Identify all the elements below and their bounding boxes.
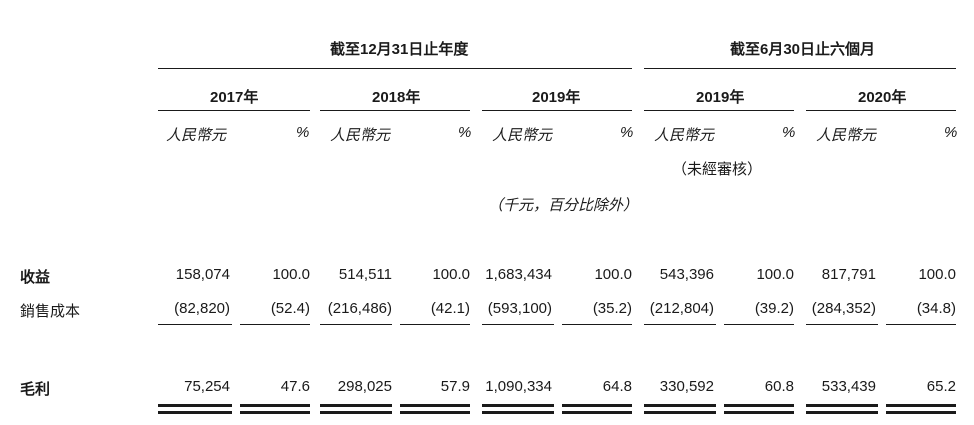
total-double-rule (240, 404, 310, 407)
table-cell: 100.0 (756, 266, 794, 283)
unit-rmb-2020-interim: 人民幣元 (816, 127, 877, 144)
subtotal-rule (644, 324, 716, 325)
unit-pct-2019: % (620, 124, 634, 141)
subtotal-rule (724, 324, 794, 325)
period-header-annual: 截至12月31日止年度 (330, 41, 469, 58)
total-double-rule (320, 411, 392, 414)
year-header-2019: 2019年 (532, 89, 581, 106)
year-rule-2019-interim (644, 110, 794, 111)
table-cell: 57.9 (440, 378, 470, 395)
total-double-rule (644, 404, 716, 407)
table-cell: (52.4) (270, 300, 310, 317)
table-cell: (593,100) (487, 300, 552, 317)
year-rule-2020-interim (806, 110, 956, 111)
table-cell: (39.2) (754, 300, 794, 317)
total-double-rule (886, 404, 956, 407)
subtotal-rule (482, 324, 554, 325)
total-double-rule (240, 411, 310, 414)
unit-pct-2018: % (458, 124, 472, 141)
subtotal-rule (240, 324, 310, 325)
unit-rmb-2019-interim: 人民幣元 (654, 127, 715, 144)
unit-rmb-2018: 人民幣元 (330, 127, 391, 144)
total-double-rule (400, 404, 470, 407)
year-rule-2017 (158, 110, 310, 111)
period-rule-interim (644, 68, 956, 69)
table-cell: 298,025 (337, 378, 392, 395)
table-cell: (35.2) (592, 300, 632, 317)
table-cell: 65.2 (926, 378, 956, 395)
table-cell: (42.1) (430, 300, 470, 317)
period-rule-annual (158, 68, 632, 69)
table-cell: 158,074 (175, 266, 230, 283)
subtotal-rule (320, 324, 392, 325)
total-double-rule (806, 411, 878, 414)
subtotal-rule (806, 324, 878, 325)
total-double-rule (562, 411, 632, 414)
row-label-cost-of-sales: 銷售成本 (20, 303, 81, 320)
total-double-rule (806, 404, 878, 407)
table-cell: (34.8) (916, 300, 956, 317)
thousands-note: （千元，百分比除外） (488, 197, 639, 214)
subtotal-rule (886, 324, 956, 325)
total-double-rule (482, 411, 554, 414)
year-header-2018: 2018年 (372, 89, 421, 106)
unaudited-note: （未經審核） (672, 161, 763, 178)
table-cell: 60.8 (764, 378, 794, 395)
period-header-interim: 截至6月30日止六個月 (730, 41, 876, 58)
total-double-rule (886, 411, 956, 414)
unit-rmb-2017: 人民幣元 (166, 127, 227, 144)
row-label-gross-profit: 毛利 (20, 381, 51, 398)
table-cell: (216,486) (327, 300, 392, 317)
table-cell: (82,820) (174, 300, 230, 317)
table-cell: 543,396 (659, 266, 714, 283)
table-cell: 1,090,334 (485, 378, 552, 395)
total-double-rule (158, 404, 232, 407)
table-cell: 64.8 (602, 378, 632, 395)
unit-pct-2020-interim: % (944, 124, 958, 141)
table-cell: 100.0 (432, 266, 470, 283)
total-double-rule (724, 411, 794, 414)
subtotal-rule (562, 324, 632, 325)
year-header-2019-interim: 2019年 (696, 89, 745, 106)
total-double-rule (644, 411, 716, 414)
table-cell: 330,592 (659, 378, 714, 395)
total-double-rule (724, 404, 794, 407)
table-cell: (212,804) (649, 300, 714, 317)
table-cell: 1,683,434 (485, 266, 552, 283)
total-double-rule (320, 404, 392, 407)
unit-pct-2019-interim: % (782, 124, 796, 141)
row-label-revenue: 收益 (20, 269, 51, 286)
total-double-rule (158, 411, 232, 414)
year-header-2017: 2017年 (210, 89, 259, 106)
table-cell: (284,352) (811, 300, 876, 317)
year-rule-2019 (482, 110, 632, 111)
subtotal-rule (400, 324, 470, 325)
year-header-2020-interim: 2020年 (858, 89, 907, 106)
table-cell: 514,511 (338, 266, 392, 283)
total-double-rule (482, 404, 554, 407)
total-double-rule (562, 404, 632, 407)
unit-rmb-2019: 人民幣元 (492, 127, 553, 144)
table-cell: 100.0 (594, 266, 632, 283)
table-cell: 817,791 (821, 266, 876, 283)
total-double-rule (400, 411, 470, 414)
table-cell: 47.6 (280, 378, 310, 395)
table-cell: 100.0 (272, 266, 310, 283)
table-cell: 100.0 (918, 266, 956, 283)
subtotal-rule (158, 324, 232, 325)
table-cell: 75,254 (184, 378, 230, 395)
year-rule-2018 (320, 110, 470, 111)
table-cell: 533,439 (821, 378, 876, 395)
unit-pct-2017: % (296, 124, 310, 141)
